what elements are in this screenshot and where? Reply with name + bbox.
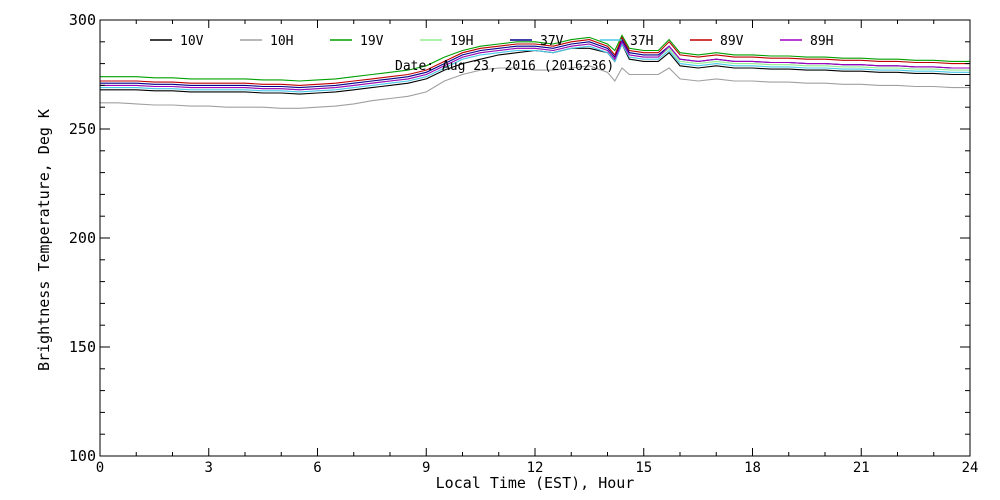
x-tick-label: 12 — [527, 460, 544, 476]
date-annotation: Date: Aug 23, 2016 (2016236) — [395, 59, 614, 74]
series-layer — [100, 34, 970, 109]
series-line-10h — [100, 65, 970, 109]
x-tick-label: 21 — [853, 460, 870, 476]
x-tick-label: 9 — [422, 460, 430, 476]
y-tick-label: 200 — [69, 229, 96, 247]
series-line-89v — [100, 36, 970, 86]
series-line-37h — [100, 42, 970, 93]
x-tick-label: 6 — [313, 460, 321, 476]
legend-label-37v: 37V — [540, 34, 564, 49]
legend-label-19v: 19V — [360, 34, 384, 49]
x-tick-label: 0 — [96, 460, 104, 476]
legend-label-89h: 89H — [810, 34, 833, 49]
y-tick-label: 150 — [69, 338, 96, 356]
y-axis: 100 150 200 250 300 — [69, 11, 970, 465]
legend-label-10v: 10V — [180, 34, 204, 49]
legend-label-89v: 89V — [720, 34, 744, 49]
legend-label-10h: 10H — [270, 34, 293, 49]
legend: 10V 10H 19V 19H 37V 37H 89V 89H — [150, 34, 833, 49]
legend-label-37h: 37H — [630, 34, 653, 49]
y-tick-label: 300 — [69, 11, 96, 29]
legend-label-19h: 19H — [450, 34, 473, 49]
x-axis-label: Local Time (EST), Hour — [436, 474, 635, 492]
y-tick-label: 100 — [69, 447, 96, 465]
x-tick-label: 3 — [205, 460, 213, 476]
x-tick-label: 24 — [962, 460, 979, 476]
y-tick-label: 250 — [69, 120, 96, 138]
series-line-89h — [100, 40, 970, 91]
x-axis: 0 3 6 9 12 15 18 21 24 — [96, 20, 979, 476]
y-axis-label: Brightness Temperature, Deg K — [35, 109, 53, 371]
series-line-19v — [100, 34, 970, 82]
x-tick-label: 15 — [635, 460, 652, 476]
x-tick-label: 18 — [744, 460, 761, 476]
